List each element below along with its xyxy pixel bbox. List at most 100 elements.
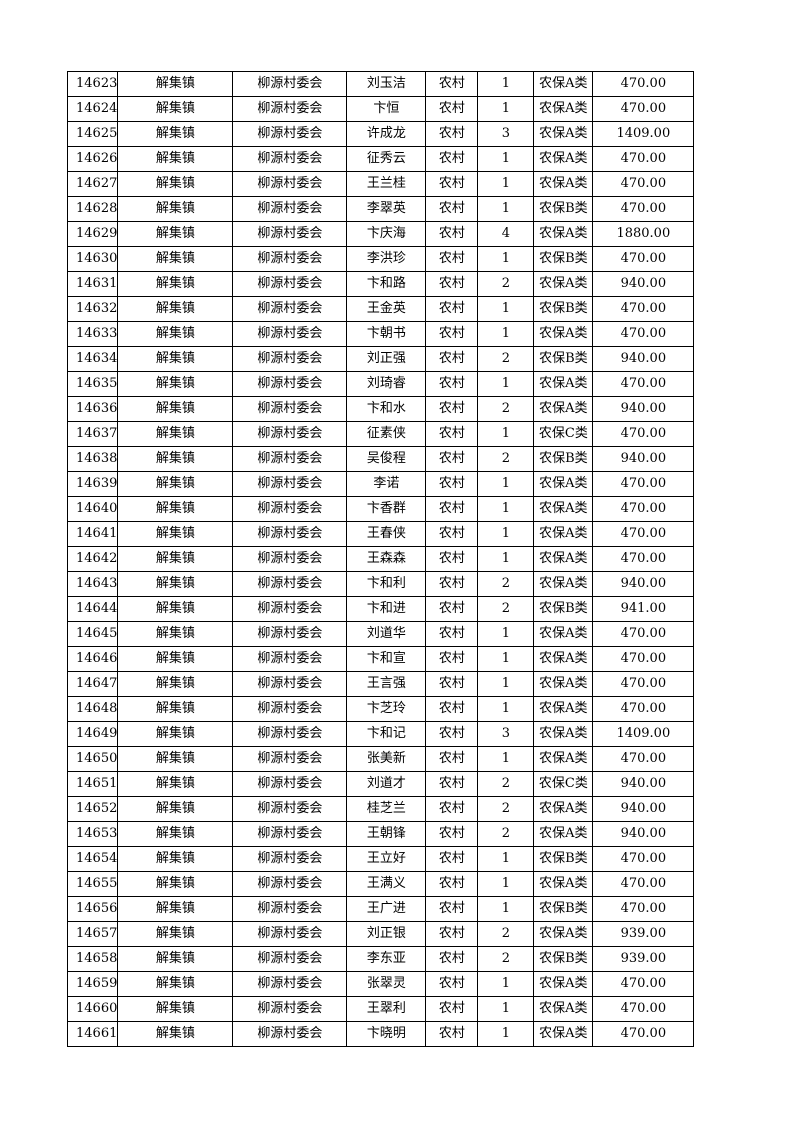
village-committee-cell: 柳源村委会: [232, 771, 348, 797]
amount-cell: 470.00: [592, 1021, 695, 1047]
insurance-category-cell: 农保A类: [533, 746, 594, 772]
household-count-cell: 2: [477, 271, 535, 297]
insurance-category-cell: 农保A类: [533, 71, 594, 97]
table-row: 14650 解集镇 柳源村委会 张美新 农村 1 农保A类 470.00: [66, 746, 695, 772]
table-row: 14657 解集镇 柳源村委会 刘正银 农村 2 农保A类 939.00: [66, 921, 695, 947]
area-type-cell: 农村: [425, 1021, 479, 1047]
amount-cell: 1409.00: [592, 121, 695, 147]
record-id-cell: 14639: [66, 471, 119, 497]
person-name-cell: 卞和路: [346, 271, 427, 297]
area-type-cell: 农村: [425, 446, 479, 472]
table-row: 14644 解集镇 柳源村委会 卞和进 农村 2 农保B类 941.00: [66, 596, 695, 622]
area-type-cell: 农村: [425, 871, 479, 897]
village-committee-cell: 柳源村委会: [232, 396, 348, 422]
amount-cell: 1880.00: [592, 221, 695, 247]
record-id-cell: 14646: [66, 646, 119, 672]
amount-cell: 470.00: [592, 746, 695, 772]
person-name-cell: 李东亚: [346, 946, 427, 972]
area-type-cell: 农村: [425, 246, 479, 272]
record-id-cell: 14630: [66, 246, 119, 272]
town-cell: 解集镇: [117, 596, 234, 622]
table-row: 14660 解集镇 柳源村委会 王翠利 农村 1 农保A类 470.00: [66, 996, 695, 1022]
table-row: 14652 解集镇 柳源村委会 桂芝兰 农村 2 农保A类 940.00: [66, 796, 695, 822]
record-id-cell: 14627: [66, 171, 119, 197]
village-committee-cell: 柳源村委会: [232, 471, 348, 497]
table-row: 14625 解集镇 柳源村委会 许成龙 农村 3 农保A类 1409.00: [66, 121, 695, 147]
village-committee-cell: 柳源村委会: [232, 921, 348, 947]
household-count-cell: 1: [477, 146, 535, 172]
household-count-cell: 1: [477, 696, 535, 722]
record-id-cell: 14648: [66, 696, 119, 722]
table-row: 14642 解集镇 柳源村委会 王森森 农村 1 农保A类 470.00: [66, 546, 695, 572]
area-type-cell: 农村: [425, 471, 479, 497]
village-committee-cell: 柳源村委会: [232, 796, 348, 822]
table-row: 14629 解集镇 柳源村委会 卞庆海 农村 4 农保A类 1880.00: [66, 221, 695, 247]
town-cell: 解集镇: [117, 896, 234, 922]
area-type-cell: 农村: [425, 521, 479, 547]
village-committee-cell: 柳源村委会: [232, 721, 348, 747]
person-name-cell: 征秀云: [346, 146, 427, 172]
area-type-cell: 农村: [425, 671, 479, 697]
village-committee-cell: 柳源村委会: [232, 821, 348, 847]
table-row: 14637 解集镇 柳源村委会 征素侠 农村 1 农保C类 470.00: [66, 421, 695, 447]
village-committee-cell: 柳源村委会: [232, 321, 348, 347]
amount-cell: 470.00: [592, 496, 695, 522]
village-committee-cell: 柳源村委会: [232, 996, 348, 1022]
village-committee-cell: 柳源村委会: [232, 121, 348, 147]
household-count-cell: 1: [477, 246, 535, 272]
person-name-cell: 卞和利: [346, 571, 427, 597]
amount-cell: 470.00: [592, 971, 695, 997]
table-row: 14647 解集镇 柳源村委会 王言强 农村 1 农保A类 470.00: [66, 671, 695, 697]
village-committee-cell: 柳源村委会: [232, 571, 348, 597]
area-type-cell: 农村: [425, 571, 479, 597]
amount-cell: 940.00: [592, 446, 695, 472]
household-count-cell: 2: [477, 796, 535, 822]
town-cell: 解集镇: [117, 671, 234, 697]
insurance-category-cell: 农保A类: [533, 321, 594, 347]
person-name-cell: 桂芝兰: [346, 796, 427, 822]
amount-cell: 939.00: [592, 946, 695, 972]
record-id-cell: 14640: [66, 496, 119, 522]
area-type-cell: 农村: [425, 121, 479, 147]
village-committee-cell: 柳源村委会: [232, 346, 348, 372]
insurance-category-cell: 农保A类: [533, 471, 594, 497]
table-row: 14641 解集镇 柳源村委会 王春侠 农村 1 农保A类 470.00: [66, 521, 695, 547]
person-name-cell: 王立好: [346, 846, 427, 872]
person-name-cell: 王金英: [346, 296, 427, 322]
household-count-cell: 1: [477, 471, 535, 497]
area-type-cell: 农村: [425, 896, 479, 922]
table-row: 14633 解集镇 柳源村委会 卞朝书 农村 1 农保A类 470.00: [66, 321, 695, 347]
record-id-cell: 14629: [66, 221, 119, 247]
insurance-category-cell: 农保A类: [533, 121, 594, 147]
table-row: 14636 解集镇 柳源村委会 卞和水 农村 2 农保A类 940.00: [66, 396, 695, 422]
record-id-cell: 14645: [66, 621, 119, 647]
insurance-category-cell: 农保A类: [533, 671, 594, 697]
area-type-cell: 农村: [425, 196, 479, 222]
amount-cell: 940.00: [592, 821, 695, 847]
record-id-cell: 14638: [66, 446, 119, 472]
area-type-cell: 农村: [425, 371, 479, 397]
amount-cell: 470.00: [592, 521, 695, 547]
person-name-cell: 卞和记: [346, 721, 427, 747]
town-cell: 解集镇: [117, 571, 234, 597]
person-name-cell: 王朝锋: [346, 821, 427, 847]
town-cell: 解集镇: [117, 471, 234, 497]
area-type-cell: 农村: [425, 346, 479, 372]
table-row: 14635 解集镇 柳源村委会 刘琦睿 农村 1 农保A类 470.00: [66, 371, 695, 397]
household-count-cell: 1: [477, 1021, 535, 1047]
household-count-cell: 3: [477, 121, 535, 147]
person-name-cell: 李诺: [346, 471, 427, 497]
household-count-cell: 1: [477, 321, 535, 347]
person-name-cell: 王言强: [346, 671, 427, 697]
insurance-category-cell: 农保B类: [533, 896, 594, 922]
area-type-cell: 农村: [425, 321, 479, 347]
record-id-cell: 14641: [66, 521, 119, 547]
amount-cell: 940.00: [592, 796, 695, 822]
person-name-cell: 征素侠: [346, 421, 427, 447]
household-count-cell: 2: [477, 571, 535, 597]
record-id-cell: 14658: [66, 946, 119, 972]
record-id-cell: 14644: [66, 596, 119, 622]
insurance-category-cell: 农保A类: [533, 996, 594, 1022]
table-row: 14646 解集镇 柳源村委会 卞和宣 农村 1 农保A类 470.00: [66, 646, 695, 672]
table-row: 14649 解集镇 柳源村委会 卞和记 农村 3 农保A类 1409.00: [66, 721, 695, 747]
